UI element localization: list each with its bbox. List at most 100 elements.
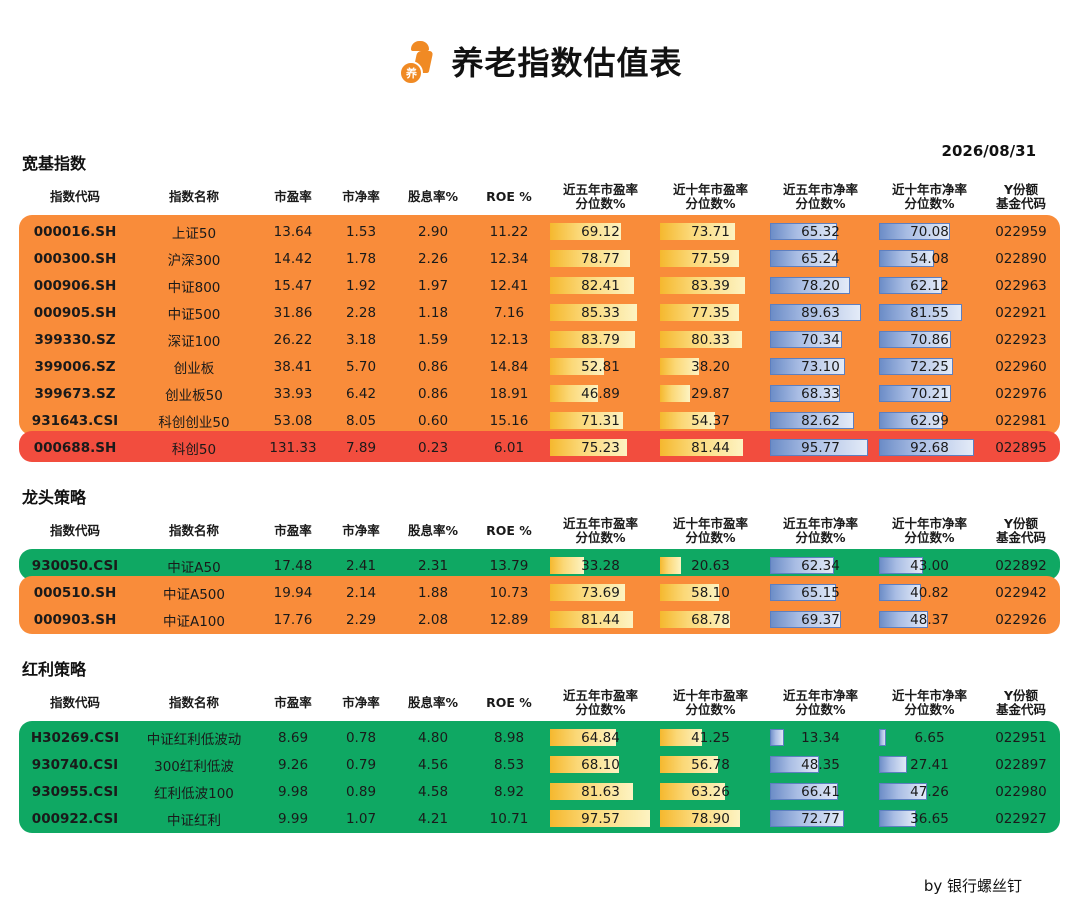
table-row[interactable]: 000510.SH 中证A500 19.94 2.14 1.88 10.73 73.69 58… [22, 579, 1058, 606]
cell-pb10: 62.12 [877, 272, 982, 299]
cell-name: 深证100 [167, 333, 221, 350]
section-title: 红利策略 [22, 660, 87, 679]
cell-pe10: 20.63 [658, 552, 763, 579]
percentile-value: 33.28 [581, 557, 620, 574]
percentile-bar [879, 810, 917, 827]
logo-icon: 养 [397, 39, 437, 85]
header-label: 分位数% [685, 196, 736, 211]
cell-pb10: 27.41 [877, 751, 982, 778]
header-label: 市净率 [342, 695, 380, 710]
table-row[interactable]: 399673.SZ 创业板50 33.93 6.42 0.86 18.91 46.89 29.… [22, 380, 1058, 407]
table-row[interactable]: 000922.CSI 中证红利 9.99 1.07 4.21 10.71 97.57 78.9… [22, 805, 1058, 832]
header-label: ROE % [486, 695, 532, 710]
table-row[interactable]: 000688.SH 科创50 131.33 7.89 0.23 6.01 75.23 81.4… [22, 434, 1058, 461]
table-row[interactable]: 000903.SH 中证A100 17.76 2.29 2.08 12.89 81.44 68… [22, 606, 1058, 633]
cell-pb10: 54.08 [877, 245, 982, 272]
cell-roe: 8.92 [493, 783, 525, 800]
cell-pb10: 70.08 [877, 218, 982, 245]
cell-pe10: 29.87 [658, 380, 763, 407]
cell-fund: 022976 [995, 385, 1047, 402]
header-label: 分位数% [904, 196, 955, 211]
header-label: 近十年市盈率 [672, 516, 748, 531]
percentile-bar [660, 412, 716, 429]
cell-dy: 4.21 [417, 810, 449, 827]
cell-pe: 53.08 [273, 412, 313, 429]
header-pb5: 近五年市净率 分位数% [768, 180, 873, 214]
cell-dy: 1.88 [417, 584, 449, 601]
cell-pe10: 56.78 [658, 751, 763, 778]
table-row[interactable]: 000906.SH 中证800 15.47 1.92 1.97 12.41 82.41 83.… [22, 272, 1058, 299]
cell-dy: 0.86 [417, 358, 449, 375]
header-label: 近十年市盈率 [672, 688, 748, 703]
percentile-bar [879, 304, 963, 321]
cell-code: 000906.SH [33, 277, 117, 294]
table-row[interactable]: 000905.SH 中证500 31.86 2.28 1.18 7.16 85.33 77.3… [22, 299, 1058, 326]
cell-pb: 0.78 [345, 729, 377, 746]
cell-code: 399673.SZ [34, 385, 116, 402]
table-row[interactable]: 399006.SZ 创业板 38.41 5.70 0.86 14.84 52.81 38.20… [22, 353, 1058, 380]
cell-pb: 3.18 [345, 331, 377, 348]
percentile-value: 82.62 [801, 412, 840, 429]
percentile-bar [879, 439, 974, 456]
cell-pb: 2.29 [345, 611, 377, 628]
table-row[interactable]: 930050.CSI 中证A50 17.48 2.41 2.31 13.79 33.28 20… [22, 552, 1058, 579]
percentile-value: 13.34 [801, 729, 840, 746]
cell-code: 000510.SH [33, 584, 117, 601]
percentile-value: 6.65 [914, 729, 945, 746]
cell-pe: 19.94 [273, 584, 313, 601]
cell-pe: 8.69 [277, 729, 309, 746]
table-header: 指数代码 指数名称 市盈率 市净率 股息率% ROE % 近五年市盈率 分位数% 近十年市盈率分… [22, 686, 1058, 720]
percentile-value: 48.37 [910, 611, 949, 628]
cell-pe10: 54.37 [658, 407, 763, 434]
cell-pb10: 92.68 [877, 434, 982, 461]
table-row[interactable]: 931643.CSI 科创创业50 53.08 8.05 0.60 15.16 71.31 5… [22, 407, 1058, 434]
cell-name: 中证800 [167, 279, 221, 296]
header-pe10: 近十年市盈率 分位数% [658, 686, 763, 720]
cell-dy: 1.18 [417, 304, 449, 321]
header-roe: ROE % [474, 686, 544, 720]
cell-pe10: 83.39 [658, 272, 763, 299]
table-row[interactable]: 930740.CSI 300红利低波 9.26 0.79 4.56 8.53 68.10 56… [22, 751, 1058, 778]
table-row[interactable]: 000300.SH 沪深300 14.42 1.78 2.26 12.34 78.77 77.… [22, 245, 1058, 272]
percentile-bar [660, 584, 720, 601]
percentile-value: 58.10 [691, 584, 730, 601]
table-row[interactable]: 399330.SZ 深证100 26.22 3.18 1.59 12.13 83.79 80.… [22, 326, 1058, 353]
cell-dy: 2.31 [417, 557, 449, 574]
header-label: 分位数% [795, 702, 846, 717]
cell-pe: 9.99 [277, 810, 309, 827]
percentile-value: 27.41 [910, 756, 949, 773]
percentile-value: 65.24 [801, 250, 840, 267]
percentile-value: 29.87 [691, 385, 730, 402]
percentile-value: 46.89 [581, 385, 620, 402]
cell-pe10: 41.25 [658, 724, 763, 751]
cell-pb5: 95.77 [768, 434, 873, 461]
cell-pe10: 68.78 [658, 606, 763, 633]
cell-dy: 2.90 [417, 223, 449, 240]
percentile-bar [879, 756, 907, 773]
percentile-value: 85.33 [581, 304, 620, 321]
cell-dy: 0.86 [417, 385, 449, 402]
cell-code: 000016.SH [33, 223, 117, 240]
percentile-value: 70.21 [910, 385, 949, 402]
cell-roe: 11.22 [489, 223, 529, 240]
percentile-bar [879, 331, 952, 348]
cell-pb5: 73.10 [768, 353, 873, 380]
cell-pb5: 72.77 [768, 805, 873, 832]
table-row[interactable]: H30269.CSI 中证红利低波动 8.69 0.78 4.80 8.98 64.84 41… [22, 724, 1058, 751]
table-row[interactable]: 000016.SH 上证50 13.64 1.53 2.90 11.22 69.12 73.7… [22, 218, 1058, 245]
cell-fund: 022963 [995, 277, 1047, 294]
header-label: 近五年市净率 [782, 688, 858, 703]
table-row[interactable]: 930955.CSI 红利低波100 9.98 0.89 4.58 8.92 81.63 63… [22, 778, 1058, 805]
percentile-bar [770, 331, 842, 348]
cell-pe: 13.64 [273, 223, 313, 240]
percentile-value: 77.35 [691, 304, 730, 321]
cell-pe: 33.93 [273, 385, 313, 402]
percentile-bar [660, 729, 703, 746]
percentile-value: 78.77 [581, 250, 620, 267]
percentile-value: 65.15 [801, 584, 840, 601]
cell-fund: 022927 [995, 810, 1047, 827]
percentile-bar [879, 584, 921, 601]
percentile-value: 69.12 [581, 223, 620, 240]
cell-pb10: 62.99 [877, 407, 982, 434]
percentile-bar [770, 557, 834, 574]
